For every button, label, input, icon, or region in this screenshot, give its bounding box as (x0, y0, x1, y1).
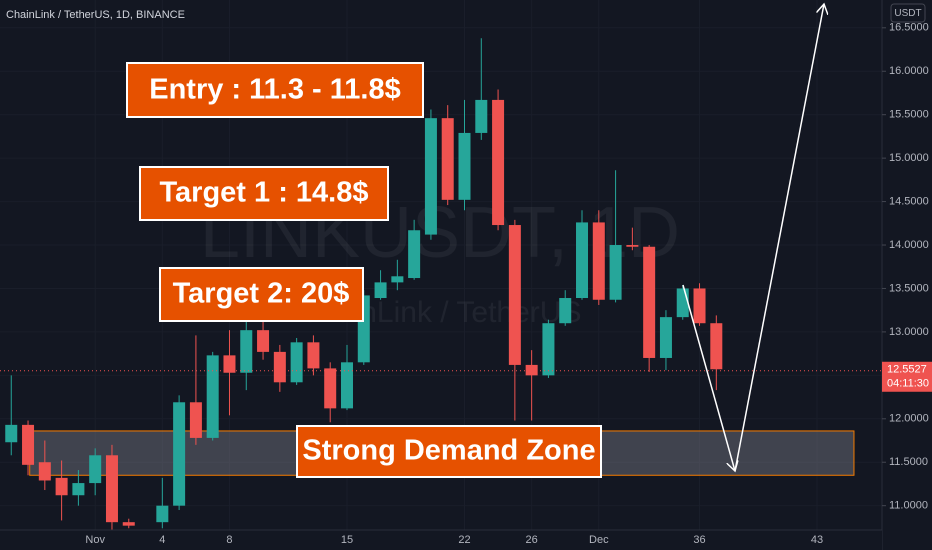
candle-body (290, 342, 303, 383)
chart-title: ChainLink / TetherUS, 1D, BINANCE (6, 9, 185, 21)
annotation-box (159, 267, 364, 322)
candle-body (676, 288, 689, 318)
candle-body (340, 362, 353, 409)
arrow-down (682, 284, 735, 471)
x-tick-label: Dec (589, 534, 609, 546)
candle-body (89, 455, 102, 484)
x-tick-label: 22 (458, 534, 470, 546)
x-tick-label: 36 (693, 534, 705, 546)
x-tick-label: Nov (85, 534, 105, 546)
candle-body (374, 282, 387, 299)
candle-body (592, 222, 605, 300)
candle-body (273, 351, 286, 383)
candle-body (643, 246, 656, 358)
annotation: Entry : 11.3 - 11.8$ (149, 74, 400, 106)
candle-body (240, 330, 253, 373)
x-tick-label: 15 (341, 534, 353, 546)
candle-body (626, 245, 639, 247)
candle-body (475, 99, 488, 133)
candle-body (492, 99, 505, 226)
candle-body (122, 522, 135, 526)
candle-body (576, 222, 589, 299)
y-tick-label: 13.0000 (889, 326, 929, 338)
candle-body (156, 505, 169, 523)
annotation-box (126, 62, 424, 118)
candle-body (609, 245, 622, 300)
candle-body (324, 368, 337, 409)
x-tick-label: 4 (159, 534, 165, 546)
candles (5, 38, 723, 530)
candle-body (189, 402, 202, 438)
x-tick-label: 8 (226, 534, 232, 546)
candle-body (206, 355, 219, 438)
candle-body (525, 364, 538, 376)
y-tick-label: 16.0000 (889, 65, 929, 77)
countdown-label: 04:11:30 (887, 378, 929, 390)
x-tick-label: 43 (811, 534, 823, 546)
arrow-up (734, 4, 824, 472)
candle-body (22, 424, 35, 465)
y-tick-label: 13.5000 (889, 282, 929, 294)
candle-body (559, 298, 572, 324)
candle-body (391, 276, 404, 283)
candle-body (542, 323, 555, 376)
currency-box (890, 3, 926, 23)
candle-body (38, 462, 51, 481)
y-tick-label: 14.5000 (889, 195, 929, 207)
currency: USDT (894, 8, 921, 19)
candle-body (710, 323, 723, 370)
candle-body (408, 230, 421, 279)
annotation-box (139, 166, 389, 221)
x-axis (0, 530, 882, 550)
zone-label-box (296, 425, 602, 478)
annotation: Target 1 : 14.8$ (159, 177, 368, 209)
candle-body (424, 118, 437, 235)
y-axis (882, 0, 932, 550)
y-tick-label: 12.0000 (889, 413, 929, 425)
y-tick-label: 11.0000 (889, 500, 928, 512)
candle-body (72, 483, 85, 496)
candle-body (223, 355, 236, 373)
y-tick-label: 16.5000 (889, 22, 929, 34)
candle-body (508, 225, 521, 365)
candle-body (257, 330, 270, 352)
candle-body (173, 402, 186, 506)
y-tick-label: 11.5000 (889, 456, 928, 468)
candle-body (458, 132, 471, 200)
candle-body (55, 477, 68, 496)
candle-body (693, 288, 706, 324)
candle-body (105, 455, 118, 523)
annotation: Target 2: 20$ (173, 278, 350, 310)
x-tick-label: 26 (526, 534, 538, 546)
zone-label: Strong Demand Zone (302, 435, 595, 467)
y-tick-label: 14.0000 (889, 239, 929, 251)
last-price-label: 12.5527 (887, 364, 927, 376)
candle-body (307, 342, 320, 369)
last-price-box (882, 361, 932, 392)
y-tick-label: 15.5000 (889, 109, 929, 121)
candle-body (659, 317, 672, 358)
candle-body (441, 118, 454, 200)
candle-body (5, 424, 18, 443)
axis-labels: 11.000011.500012.000012.500013.000013.50… (85, 22, 932, 546)
y-tick-label: 15.0000 (889, 152, 929, 164)
